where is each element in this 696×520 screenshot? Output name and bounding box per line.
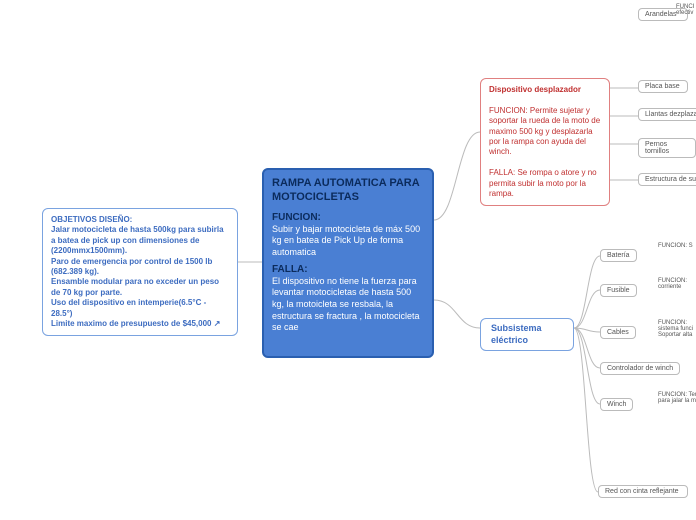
sub-child-2: Cables	[600, 326, 636, 339]
sub-child-note-4: FUNCION: Ter para jalar la m	[658, 392, 696, 404]
subsistema-node: Subsistema eléctrico	[480, 318, 574, 351]
sub-child-note-0: FUNCION: S	[658, 243, 693, 249]
funcion-body: Subir y bajar motocicleta de máx 500 kg …	[272, 224, 424, 259]
obj-line-4: Limite maximo de presupuesto de $45,000 …	[51, 319, 229, 329]
leaf-label: Arandelas	[645, 11, 677, 18]
leaf-red: Red con cinta reflejante	[598, 485, 688, 498]
leaf-label: Red con cinta reflejante	[605, 488, 679, 495]
objetivos-node: OBJETIVOS DISEÑO: Jalar motocicleta de h…	[42, 208, 238, 336]
main-node: RAMPA AUTOMATICA PARA MOTOCICLETAS FUNCI…	[262, 168, 434, 358]
disp-child-2: Pernos tornillos	[638, 138, 696, 158]
sub-child-0: Batería	[600, 249, 637, 262]
obj-line-0: Jalar motocicleta de hasta 500kg para su…	[51, 225, 229, 256]
obj-line-2: Ensamble modular para no exceder un peso…	[51, 277, 229, 298]
objetivos-title: OBJETIVOS DISEÑO:	[51, 215, 229, 225]
disp-child-1: Llantas dezplazador	[638, 108, 696, 121]
disp-falla: FALLA: Se rompa o atore y no permita sub…	[489, 168, 601, 199]
falla-label: FALLA:	[272, 263, 424, 276]
falla-body: El dispositivo no tiene la fuerza para l…	[272, 276, 424, 334]
disp-child-0: Placa base	[638, 80, 688, 93]
dispositivo-node: Dispositivo desplazador FUNCION: Permite…	[480, 78, 610, 206]
subsistema-label: Subsistema eléctrico	[491, 323, 542, 345]
sub-child-3: Controlador de winch	[600, 362, 680, 375]
disp-title: Dispositivo desplazador	[489, 85, 601, 95]
sub-child-note-2: FUNCION: sistema funci Soportar alta	[658, 320, 693, 338]
main-title: RAMPA AUTOMATICA PARA MOTOCICLETAS	[272, 176, 424, 205]
sub-child-4: Winch	[600, 398, 633, 411]
sub-child-note-1: FUNCION: corriente	[658, 278, 687, 290]
arandelas-note: FUNCI efectiv	[676, 4, 696, 16]
sub-child-1: Fusible	[600, 284, 637, 297]
disp-funcion: FUNCION: Permite sujetar y soportar la r…	[489, 106, 601, 158]
disp-child-3: Estructura de sujeci	[638, 173, 696, 186]
obj-line-1: Paro de emergencia por control de 1500 l…	[51, 257, 229, 278]
funcion-label: FUNCION:	[272, 211, 424, 224]
obj-line-3: Uso del dispositivo en intemperie(6.5°C …	[51, 298, 229, 319]
